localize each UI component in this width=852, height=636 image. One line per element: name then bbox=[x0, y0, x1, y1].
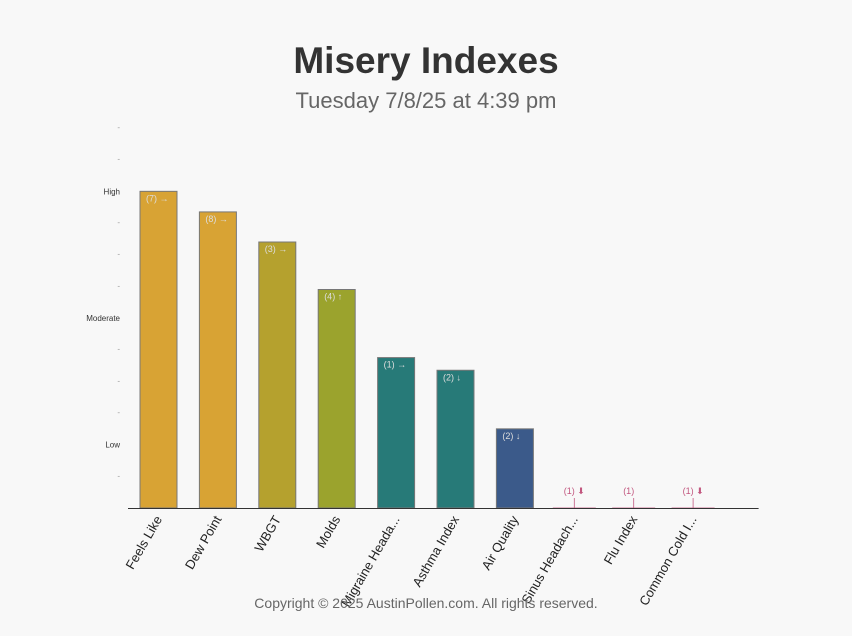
bar-value-label: (1) bbox=[623, 486, 634, 496]
y-level-label: High bbox=[104, 187, 120, 196]
y-minor-tick: - bbox=[117, 281, 120, 290]
y-minor-tick: - bbox=[117, 250, 120, 259]
y-level-label: Low bbox=[105, 441, 120, 450]
copyright-notice: Copyright © 2025 AustinPollen.com. All r… bbox=[254, 595, 598, 611]
bar-value-label: (1) ⬇ bbox=[564, 486, 585, 496]
chart-title: Misery Indexes bbox=[293, 40, 559, 81]
bar[interactable] bbox=[377, 357, 416, 509]
x-category-label: Feels Like bbox=[122, 513, 165, 572]
chart-subtitle: Tuesday 7/8/25 at 4:39 pm bbox=[295, 88, 557, 113]
bar-value-label: (8) → bbox=[205, 214, 228, 224]
y-minor-tick: - bbox=[117, 471, 120, 480]
y-minor-tick: - bbox=[117, 408, 120, 417]
x-category-label: Flu Index bbox=[601, 513, 641, 567]
bar[interactable] bbox=[198, 211, 237, 509]
bar[interactable] bbox=[317, 289, 356, 509]
bar-value-label: (3) → bbox=[265, 244, 288, 254]
x-category-label: Molds bbox=[313, 513, 344, 551]
bar-value-label: (2) ↓ bbox=[502, 431, 520, 441]
bar-value-label: (1) → bbox=[384, 360, 407, 370]
x-category-label: WBGT bbox=[251, 513, 284, 554]
bar[interactable] bbox=[258, 241, 297, 509]
y-minor-tick: - bbox=[117, 155, 120, 164]
bar-value-label: (2) ↓ bbox=[443, 372, 461, 382]
bar-value-label: (1) ⬇ bbox=[683, 486, 704, 496]
y-minor-tick: - bbox=[117, 345, 120, 354]
y-minor-tick: - bbox=[117, 123, 120, 132]
x-category-label: Dew Point bbox=[182, 513, 225, 572]
bar[interactable] bbox=[436, 369, 475, 509]
y-minor-tick: - bbox=[117, 218, 120, 227]
x-category-label: Common Cold I... bbox=[636, 513, 700, 608]
x-category-label: Sinus Headach... bbox=[518, 513, 580, 606]
y-level-label: Moderate bbox=[86, 314, 120, 323]
x-category-label: Air Quality bbox=[479, 513, 522, 573]
y-axis-labels: - Low - - - Moderate - - - High - - bbox=[86, 123, 120, 480]
x-category-label: Asthma Index bbox=[409, 513, 462, 590]
y-minor-tick: - bbox=[117, 376, 120, 385]
bar-value-label: (7) → bbox=[146, 193, 169, 203]
bar-value-label: (4) ↑ bbox=[324, 292, 342, 302]
bars: (7) → (8) → (3) → (4) ↑ (1) → (2) ↓ (2) ↓ (1) ⬇… bbox=[139, 190, 715, 509]
bar[interactable] bbox=[139, 190, 178, 509]
